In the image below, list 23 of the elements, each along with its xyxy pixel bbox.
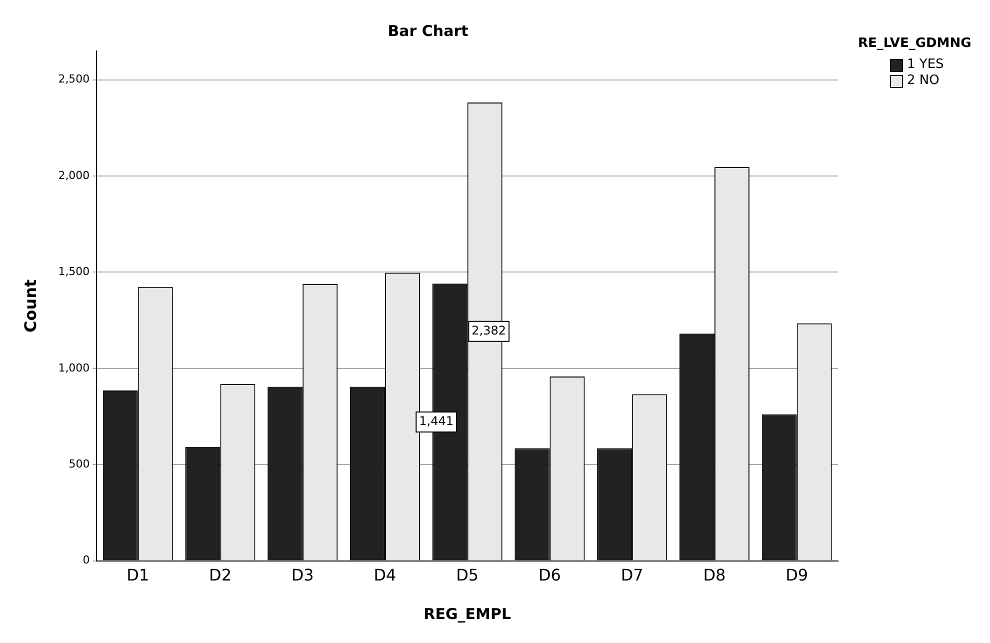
y-tick-label: 2,000 [58, 168, 90, 182]
y-tick-label: 1,500 [58, 265, 90, 278]
x-tick-label: D5 [456, 566, 479, 585]
legend-label: 2 NO [907, 73, 940, 89]
x-tick-label: D9 [786, 566, 808, 585]
x-tick-label: D4 [374, 566, 396, 585]
x-tick-label: D6 [538, 566, 561, 585]
y-tick-label: 2,500 [58, 72, 90, 86]
chart-title: Bar Chart [388, 22, 468, 40]
x-tick-label: D3 [291, 566, 314, 585]
y-tick-label: 0 [82, 554, 90, 567]
data-label: 1,441 [419, 414, 454, 428]
y-tick-label: 500 [68, 457, 90, 470]
x-axis-title: REG_EMPL [424, 604, 512, 623]
y-tick-label: 1,000 [58, 361, 90, 374]
data-label: 2,382 [472, 324, 506, 338]
x-tick-label: D7 [620, 566, 644, 585]
y-axis-title: Count [20, 278, 40, 332]
legend-label: 1 YES [907, 57, 944, 73]
legend-title: RE_LVE_GDMNG [858, 36, 972, 51]
x-tick-label: D8 [703, 566, 726, 585]
x-tick-label: D1 [126, 566, 150, 585]
x-tick-label: D2 [208, 566, 232, 585]
